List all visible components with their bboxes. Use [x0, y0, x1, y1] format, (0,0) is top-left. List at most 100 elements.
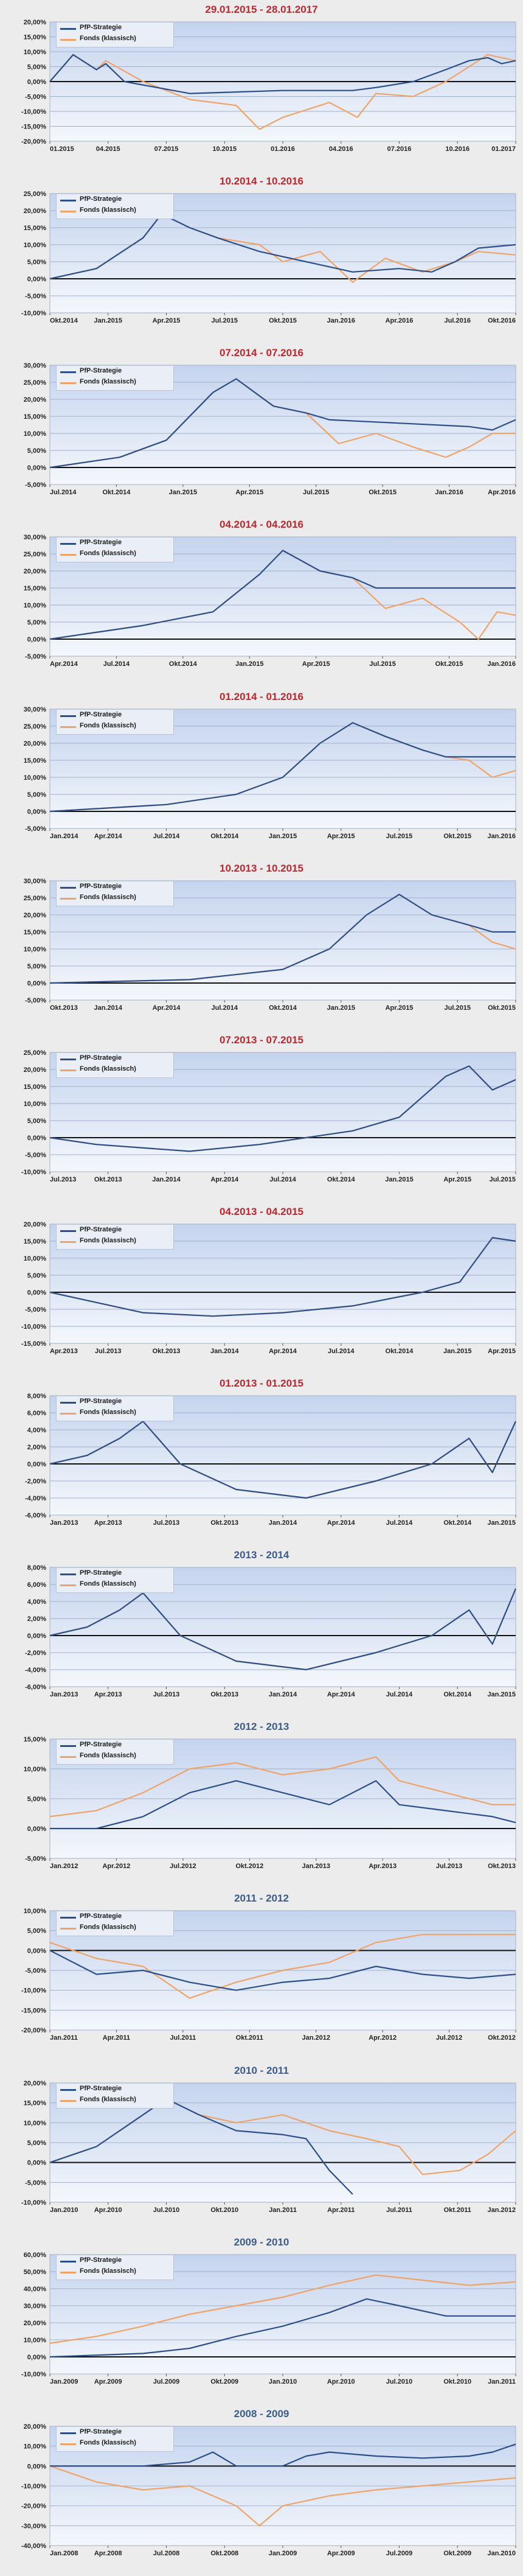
legend-swatch [60, 1745, 76, 1747]
y-tick-label: 10,00% [24, 1908, 47, 1915]
x-tick-label: Jul.2016 [445, 317, 471, 324]
x-tick-label: Jan.2014 [152, 1176, 181, 1183]
x-tick-label: Okt.2015 [443, 833, 471, 840]
y-tick-label: 15,00% [24, 34, 47, 41]
x-tick-label: Jul.2015 [212, 317, 238, 324]
y-tick-label: 20,00% [24, 208, 47, 215]
x-tick-label: Jan.2012 [302, 2034, 330, 2042]
x-tick-label: Jan.2015 [385, 1176, 413, 1183]
y-tick-label: 25,00% [24, 551, 47, 558]
x-tick-label: 07.2016 [387, 145, 412, 153]
y-tick-label: 8,00% [27, 1393, 46, 1400]
y-tick-label: 0,00% [27, 1633, 46, 1640]
x-tick-label: 07.2015 [154, 145, 179, 153]
legend: PfP-Strategie Fonds (klassisch) [56, 537, 174, 562]
series-line-strategy [49, 722, 516, 813]
legend-swatch [60, 543, 76, 545]
y-tick-label: -30,00% [21, 2522, 46, 2530]
legend-swatch [60, 39, 76, 41]
series-line-strategy [50, 1780, 516, 1830]
chart-title: 07.2013 - 07.2015 [219, 1034, 303, 1046]
y-tick-label: 20,00% [24, 19, 47, 26]
y-tick-label: 20,00% [24, 912, 47, 919]
legend-label: PfP-Strategie [80, 195, 122, 203]
y-tick-label: -5,00% [25, 293, 46, 300]
x-tick-label: Apr.2013 [94, 1519, 122, 1527]
y-tick-label: 15,00% [24, 585, 47, 592]
y-tick-label: -10,00% [21, 1323, 46, 1331]
y-tick-label: 15,00% [24, 413, 47, 421]
series-line-fund [49, 2274, 516, 2344]
x-tick-label: Apr.2014 [210, 1176, 239, 1183]
series-line-fund [49, 1756, 516, 1818]
y-tick-label: 15,00% [24, 1083, 47, 1091]
x-tick-label: Apr.2013 [94, 1691, 122, 1698]
x-tick-label: Okt.2014 [269, 1004, 297, 1012]
legend: PfP-Strategie Fonds (klassisch) [56, 881, 174, 906]
y-tick-label: -5,00% [25, 1855, 46, 1863]
x-tick-label: Apr.2015 [327, 833, 355, 840]
y-tick-label: -20,00% [21, 2027, 46, 2034]
y-tick-label: 6,00% [27, 1581, 46, 1589]
x-tick-label: Jan.2014 [50, 833, 78, 840]
legend-swatch [60, 1402, 76, 1404]
x-tick-label: Apr.2012 [369, 2034, 397, 2042]
x-tick-label: Jan.2010 [50, 2207, 78, 2214]
legend-swatch [60, 1928, 76, 1930]
y-tick-label: 15,00% [24, 2100, 47, 2107]
chart-title: 2009 - 2010 [234, 2236, 289, 2248]
x-tick-label: Apr.2011 [327, 2207, 355, 2214]
chart-panel: 2008 - 2009 20,00% 10,00% 0,00% -10,00% -20,0… [0, 2404, 523, 2572]
x-tick-label: Jan.2015 [94, 317, 122, 324]
legend-swatch [60, 1756, 76, 1758]
x-tick-label: Okt.2014 [327, 1176, 356, 1183]
y-tick-label: 10,00% [24, 430, 47, 438]
chart-title: 2010 - 2011 [234, 2065, 289, 2076]
y-tick-label: -10,00% [21, 2199, 46, 2207]
y-tick-label: 20,00% [24, 396, 47, 404]
x-tick-label: Jul.2009 [153, 2378, 179, 2385]
legend-swatch [60, 2261, 76, 2263]
x-tick-label: Jul.2010 [153, 2207, 179, 2214]
x-tick-label: Apr.2011 [103, 2034, 130, 2042]
series-line-strategy [49, 2098, 353, 2195]
legend-label: Fonds (klassisch) [80, 1752, 136, 1759]
series-line-strategy [49, 1420, 517, 1499]
x-tick-label: Jul.2014 [153, 833, 180, 840]
x-tick-label: Jan.2014 [94, 1004, 123, 1012]
series-line-strategy [49, 54, 516, 94]
y-tick-label: 2,00% [27, 1444, 46, 1451]
chart-title: 01.2014 - 01.2016 [219, 691, 303, 702]
legend-label: Fonds (klassisch) [80, 35, 136, 42]
x-tick-label: Apr.2010 [327, 2378, 355, 2385]
legend: PfP-Strategie Fonds (klassisch) [56, 2426, 174, 2452]
y-tick-label: 0,00% [27, 1947, 46, 1955]
x-tick-label: Okt.2010 [210, 2207, 238, 2214]
y-tick-label: 15,00% [24, 1238, 47, 1245]
y-tick-label: -15,00% [21, 124, 46, 131]
y-tick-label: 30,00% [24, 878, 47, 885]
chart-svg: 30,00% 25,00% 20,00% 15,00% 10,00% 5,00% 0,00%… [24, 878, 516, 1012]
y-tick-label: -40,00% [21, 2543, 46, 2550]
x-tick-label: Okt.2016 [488, 317, 516, 324]
x-tick-label: Jul.2015 [369, 660, 395, 668]
chart-title: 04.2013 - 04.2015 [219, 1206, 303, 1217]
y-tick-label: 20,00% [24, 2080, 47, 2087]
x-tick-label: Jan.2013 [50, 1519, 78, 1527]
legend-swatch [60, 726, 76, 728]
x-tick-label: Jan.2016 [488, 833, 516, 840]
x-tick-label: Jan.2014 [269, 1519, 297, 1527]
chart-panel: 29.01.2015 - 28.01.2017 20,00% 15,00% 10,00… [0, 0, 523, 168]
legend-label: Fonds (klassisch) [80, 550, 136, 557]
y-tick-label: 0,00% [27, 636, 46, 643]
legend-label: Fonds (klassisch) [80, 1923, 136, 1931]
x-tick-label: Apr.2015 [386, 1004, 414, 1012]
y-tick-label: -15,00% [21, 2007, 46, 2014]
x-tick-label: Jan.2009 [50, 2378, 78, 2385]
x-tick-label: Jan.2014 [269, 1691, 297, 1698]
x-tick-label: 01.2015 [50, 145, 74, 153]
y-tick-label: -5,00% [25, 2179, 46, 2186]
x-tick-label: Jul.2012 [436, 2034, 462, 2042]
x-tick-label: Apr.2009 [327, 2550, 355, 2557]
x-tick-label: Okt.2015 [435, 660, 463, 668]
